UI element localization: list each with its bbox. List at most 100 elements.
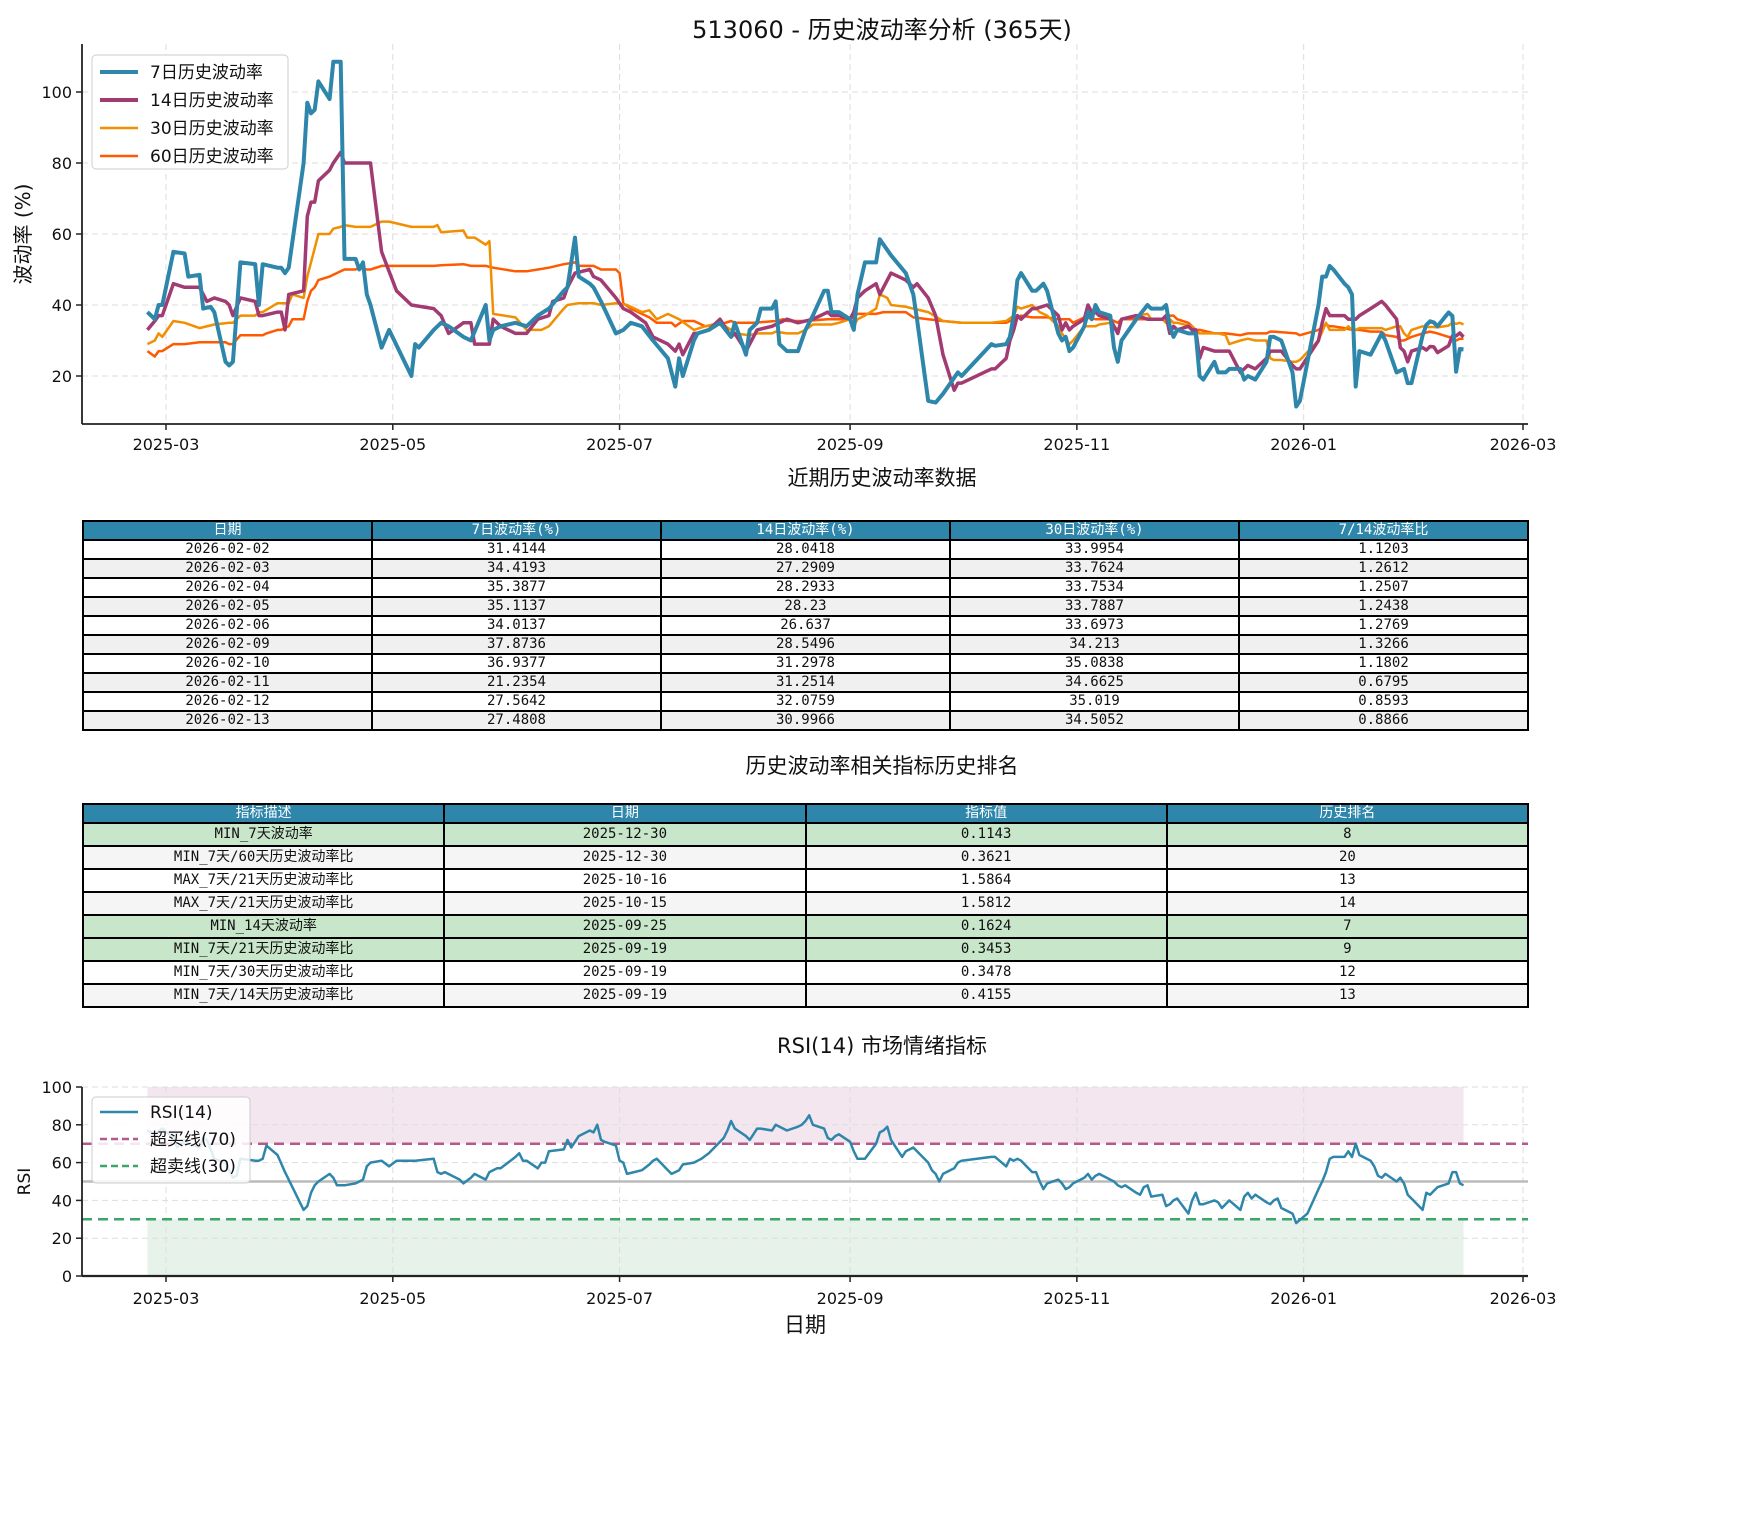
table-cell: MIN_7天波动率: [81, 822, 446, 847]
table-cell: 32.0759: [660, 691, 951, 712]
series-line-7日历史波动率: [146, 59, 1464, 409]
table-cell: 0.3478: [804, 960, 1168, 985]
table-row: MIN_7天/60天历史波动率比 2025-12-30 0.3621 20: [81, 845, 1530, 870]
column-header: 30日波动率(%): [949, 520, 1240, 541]
column-header: 7/14波动率比: [1238, 520, 1529, 541]
table-row: 2026-02-11 21.2354 31.2514 34.6625 0.6795: [82, 672, 1529, 693]
table-cell: 27.2909: [660, 558, 951, 579]
table-row: 2026-02-05 35.1137 28.23 33.7887 1.2438: [82, 596, 1529, 617]
recent-volatility-table: 日期 7日波动率(%) 14日波动率(%) 30日波动率(%) 7/14波动率比 202…: [82, 520, 1529, 731]
table-row: MAX_7天/21天历史波动率比 2025-10-16 1.5864 13: [81, 868, 1530, 893]
svg-text:超卖线(30): 超卖线(30): [150, 1157, 236, 1177]
table-cell: 14: [1165, 891, 1530, 916]
table-cell: 28.23: [660, 596, 951, 617]
table-cell: 31.4144: [371, 539, 662, 560]
svg-text:30日历史波动率: 30日历史波动率: [150, 119, 274, 139]
table-cell: 33.6973: [949, 615, 1240, 636]
table-cell: 1.2507: [1238, 577, 1529, 598]
table-row: MIN_7天/21天历史波动率比 2025-09-19 0.3453 9: [81, 937, 1530, 962]
table-cell: 35.019: [949, 691, 1240, 712]
table-row: MIN_14天波动率 2025-09-25 0.1624 7: [81, 914, 1530, 939]
svg-text:2025-09: 2025-09: [817, 1289, 884, 1308]
table-row: MAX_7天/21天历史波动率比 2025-10-15 1.5812 14: [81, 891, 1530, 916]
table-row: 2026-02-10 36.9377 31.2978 35.0838 1.1802: [82, 653, 1529, 674]
svg-text:80: 80: [52, 1116, 72, 1135]
svg-text:2025-03: 2025-03: [133, 435, 200, 454]
table-cell: 2025-09-25: [443, 914, 807, 939]
table-cell: 2025-10-16: [443, 868, 807, 893]
table-row: 2026-02-04 35.3877 28.2933 33.7534 1.2507: [82, 577, 1529, 598]
series-line-14日历史波动率: [146, 150, 1465, 392]
rsi-legend: RSI(14) 超买线(70) 超卖线(30): [91, 1096, 251, 1184]
table-cell: 33.9954: [949, 539, 1240, 560]
svg-text:RSI: RSI: [15, 1168, 35, 1196]
table-cell: 2026-02-05: [82, 596, 373, 617]
table-cell: 2025-09-19: [443, 937, 807, 962]
table-cell: MIN_7天/14天历史波动率比: [81, 983, 446, 1008]
table-cell: 33.7887: [949, 596, 1240, 617]
svg-text:40: 40: [52, 1191, 72, 1210]
rank-table-title: 历史波动率相关指标历史排名: [745, 754, 1019, 778]
svg-text:60: 60: [52, 225, 72, 244]
table-cell: 2025-09-19: [443, 983, 807, 1008]
svg-text:2025-05: 2025-05: [359, 1289, 426, 1308]
table-cell: 1.2769: [1238, 615, 1529, 636]
indicator-rank-table: 指标描述 日期 指标值 历史排名 MIN_7天波动率 2025-12-30 0.1143 8…: [81, 803, 1530, 1008]
table-cell: 9: [1165, 937, 1530, 962]
svg-text:日期: 日期: [784, 1313, 826, 1337]
table-cell: 2026-02-02: [82, 539, 373, 560]
table-cell: 2026-02-09: [82, 634, 373, 655]
series-line-30日历史波动率: [146, 220, 1465, 364]
table-cell: MIN_14天波动率: [81, 914, 446, 939]
svg-text:波动率 (%): 波动率 (%): [11, 184, 35, 285]
table-cell: 2026-02-11: [82, 672, 373, 693]
table-cell: MAX_7天/21天历史波动率比: [81, 868, 446, 893]
svg-text:7日历史波动率: 7日历史波动率: [150, 63, 263, 83]
table-cell: 2025-12-30: [443, 845, 807, 870]
table-cell: 1.1203: [1238, 539, 1529, 560]
table-cell: 36.9377: [371, 653, 662, 674]
table-cell: 8: [1165, 822, 1530, 847]
table-cell: 28.0418: [660, 539, 951, 560]
svg-text:14日历史波动率: 14日历史波动率: [150, 91, 274, 111]
svg-text:20: 20: [52, 1229, 72, 1248]
table-cell: 0.8866: [1238, 710, 1529, 731]
table-cell: 0.4155: [804, 983, 1168, 1008]
table-row: 2026-02-12 27.5642 32.0759 35.019 0.8593: [82, 691, 1529, 712]
table-row: MIN_7天/30天历史波动率比 2025-09-19 0.3478 12: [81, 960, 1530, 985]
table-row: 2026-02-03 34.4193 27.2909 33.7624 1.2612: [82, 558, 1529, 579]
table-cell: 0.3621: [804, 845, 1168, 870]
table-cell: 30.9966: [660, 710, 951, 731]
rsi-line: [146, 1114, 1465, 1225]
table-cell: 34.213: [949, 634, 1240, 655]
svg-text:60日历史波动率: 60日历史波动率: [150, 147, 274, 167]
recent-table-title: 近期历史波动率数据: [787, 466, 977, 490]
column-header: 指标描述: [81, 803, 446, 824]
table-cell: 1.2612: [1238, 558, 1529, 579]
rsi-chart-title: RSI(14) 市场情绪指标: [777, 1034, 987, 1058]
table-cell: 1.5812: [804, 891, 1168, 916]
table-cell: 35.3877: [371, 577, 662, 598]
svg-text:2025-11: 2025-11: [1043, 435, 1110, 454]
table-cell: 0.3453: [804, 937, 1168, 962]
table-cell: 37.8736: [371, 634, 662, 655]
column-header: 日期: [82, 520, 373, 541]
table-cell: 33.7534: [949, 577, 1240, 598]
table-row: 2026-02-13 27.4808 30.9966 34.5052 0.8866: [82, 710, 1529, 731]
table-cell: 12: [1165, 960, 1530, 985]
table-cell: 13: [1165, 868, 1530, 893]
table-cell: 33.7624: [949, 558, 1240, 579]
table-cell: 2025-12-30: [443, 822, 807, 847]
column-header: 日期: [443, 803, 807, 824]
table-cell: 2025-09-19: [443, 960, 807, 985]
svg-text:2026-03: 2026-03: [1490, 435, 1557, 454]
column-header: 指标值: [804, 803, 1168, 824]
table-row: MIN_7天波动率 2025-12-30 0.1143 8: [81, 822, 1530, 847]
svg-text:2025-05: 2025-05: [359, 435, 426, 454]
table-cell: 1.1802: [1238, 653, 1529, 674]
table-cell: 31.2514: [660, 672, 951, 693]
table-row: 2026-02-02 31.4144 28.0418 33.9954 1.1203: [82, 539, 1529, 560]
volatility-line-chart: 20 40 60 80 100 2025-03 2025-05 2025-07 2025-09 2…: [11, 44, 1557, 454]
column-header: 历史排名: [1165, 803, 1530, 824]
table-cell: 34.6625: [949, 672, 1240, 693]
